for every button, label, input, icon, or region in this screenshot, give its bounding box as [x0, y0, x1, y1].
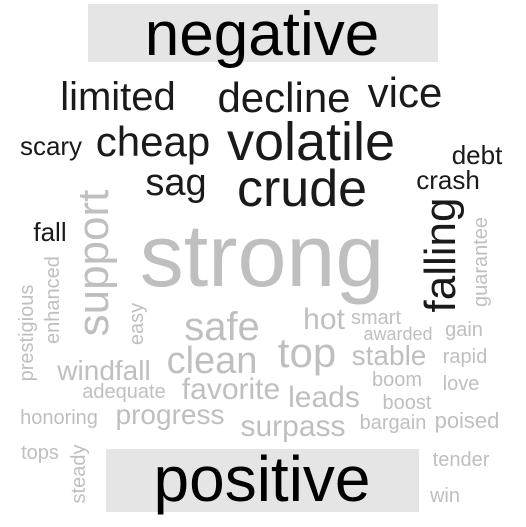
- word-cheap: cheap: [95, 118, 211, 165]
- word-leads: leads: [288, 381, 360, 414]
- word-limited: limited: [60, 75, 176, 119]
- word-sag: sag: [145, 162, 207, 204]
- word-favorite: favorite: [181, 373, 281, 406]
- word-strong: strong: [139, 206, 385, 305]
- word-volatile: volatile: [226, 112, 396, 172]
- negative-heading: negative: [144, 0, 380, 69]
- word-progress: progress: [115, 399, 225, 430]
- word-crash: crash: [416, 165, 480, 195]
- word-tender: tender: [432, 449, 490, 471]
- word-debt: debt: [451, 140, 503, 170]
- word-windfall: windfall: [57, 355, 151, 386]
- word-smart: smart: [351, 307, 401, 329]
- word-honoring: honoring: [20, 407, 98, 429]
- word-boom: boom: [371, 369, 423, 391]
- word-top: top: [277, 329, 337, 376]
- word-bargain: bargain: [359, 412, 427, 434]
- word-boost: boost: [382, 392, 432, 414]
- word-stable: stable: [351, 340, 427, 371]
- word-steady: steady: [68, 444, 90, 504]
- word-easy: easy: [126, 302, 148, 346]
- word-poised: poised: [434, 408, 500, 433]
- negative-label-panel: [88, 4, 438, 62]
- word-support: support: [69, 189, 118, 337]
- word-awarded: awarded: [363, 324, 433, 344]
- word-vice: vice: [367, 69, 443, 116]
- word-surpass: surpass: [240, 410, 346, 443]
- word-tops: tops: [21, 442, 59, 464]
- word-gain: gain: [445, 319, 483, 341]
- word-adequate: adequate: [82, 381, 166, 403]
- word-rapid: rapid: [442, 346, 488, 368]
- word-decline: decline: [217, 74, 351, 121]
- word-clean: clean: [166, 340, 258, 382]
- positive-heading: positive: [153, 443, 371, 515]
- word-scary: scary: [19, 131, 83, 161]
- word-hot: hot: [303, 303, 345, 336]
- word-safe: safe: [184, 305, 260, 349]
- word-guarantee: guarantee: [470, 216, 492, 308]
- word-prestigious: prestigious: [16, 284, 38, 382]
- word-win: win: [429, 485, 461, 507]
- word-enhanced: enhanced: [42, 256, 64, 344]
- word-fall: fall: [33, 217, 67, 247]
- word-falling: falling: [416, 197, 465, 313]
- positive-label-panel: [106, 449, 419, 512]
- word-love: love: [442, 373, 480, 395]
- word-crude: crude: [236, 160, 368, 218]
